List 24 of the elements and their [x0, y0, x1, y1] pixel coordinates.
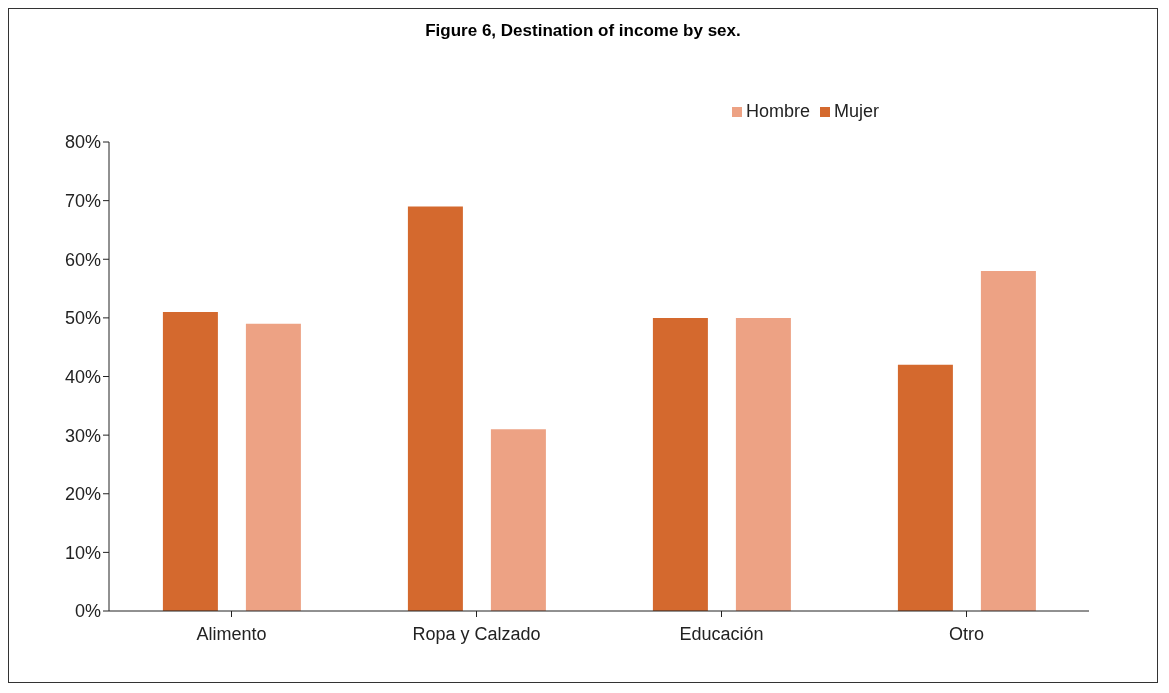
x-tick-label: Alimento	[196, 623, 267, 644]
legend-label: Hombre	[745, 101, 810, 121]
x-tick-label: Otro	[948, 623, 985, 644]
bar	[407, 206, 463, 611]
x-tick-label: Educación	[679, 623, 764, 644]
y-tick-label: 60%	[64, 249, 101, 270]
bar	[735, 317, 791, 611]
bar	[245, 323, 301, 611]
y-tick-label: 20%	[64, 484, 101, 505]
chart-title: Figure 6, Destination of income by sex.	[424, 20, 742, 42]
y-tick-label: 50%	[64, 308, 101, 329]
x-tick-label: Ropa y Calzado	[412, 623, 541, 644]
legend-label: Mujer	[833, 101, 879, 121]
bar	[162, 312, 218, 611]
bar	[897, 364, 953, 611]
y-tick-label: 80%	[64, 132, 101, 153]
y-tick-label: 30%	[64, 425, 101, 446]
bar	[980, 270, 1036, 611]
y-tick-label: 40%	[64, 366, 101, 387]
y-tick-label: 70%	[64, 191, 101, 212]
bar	[490, 429, 546, 611]
y-tick-label: 0%	[74, 601, 101, 622]
y-tick-label: 10%	[64, 542, 101, 563]
bar	[652, 317, 708, 611]
